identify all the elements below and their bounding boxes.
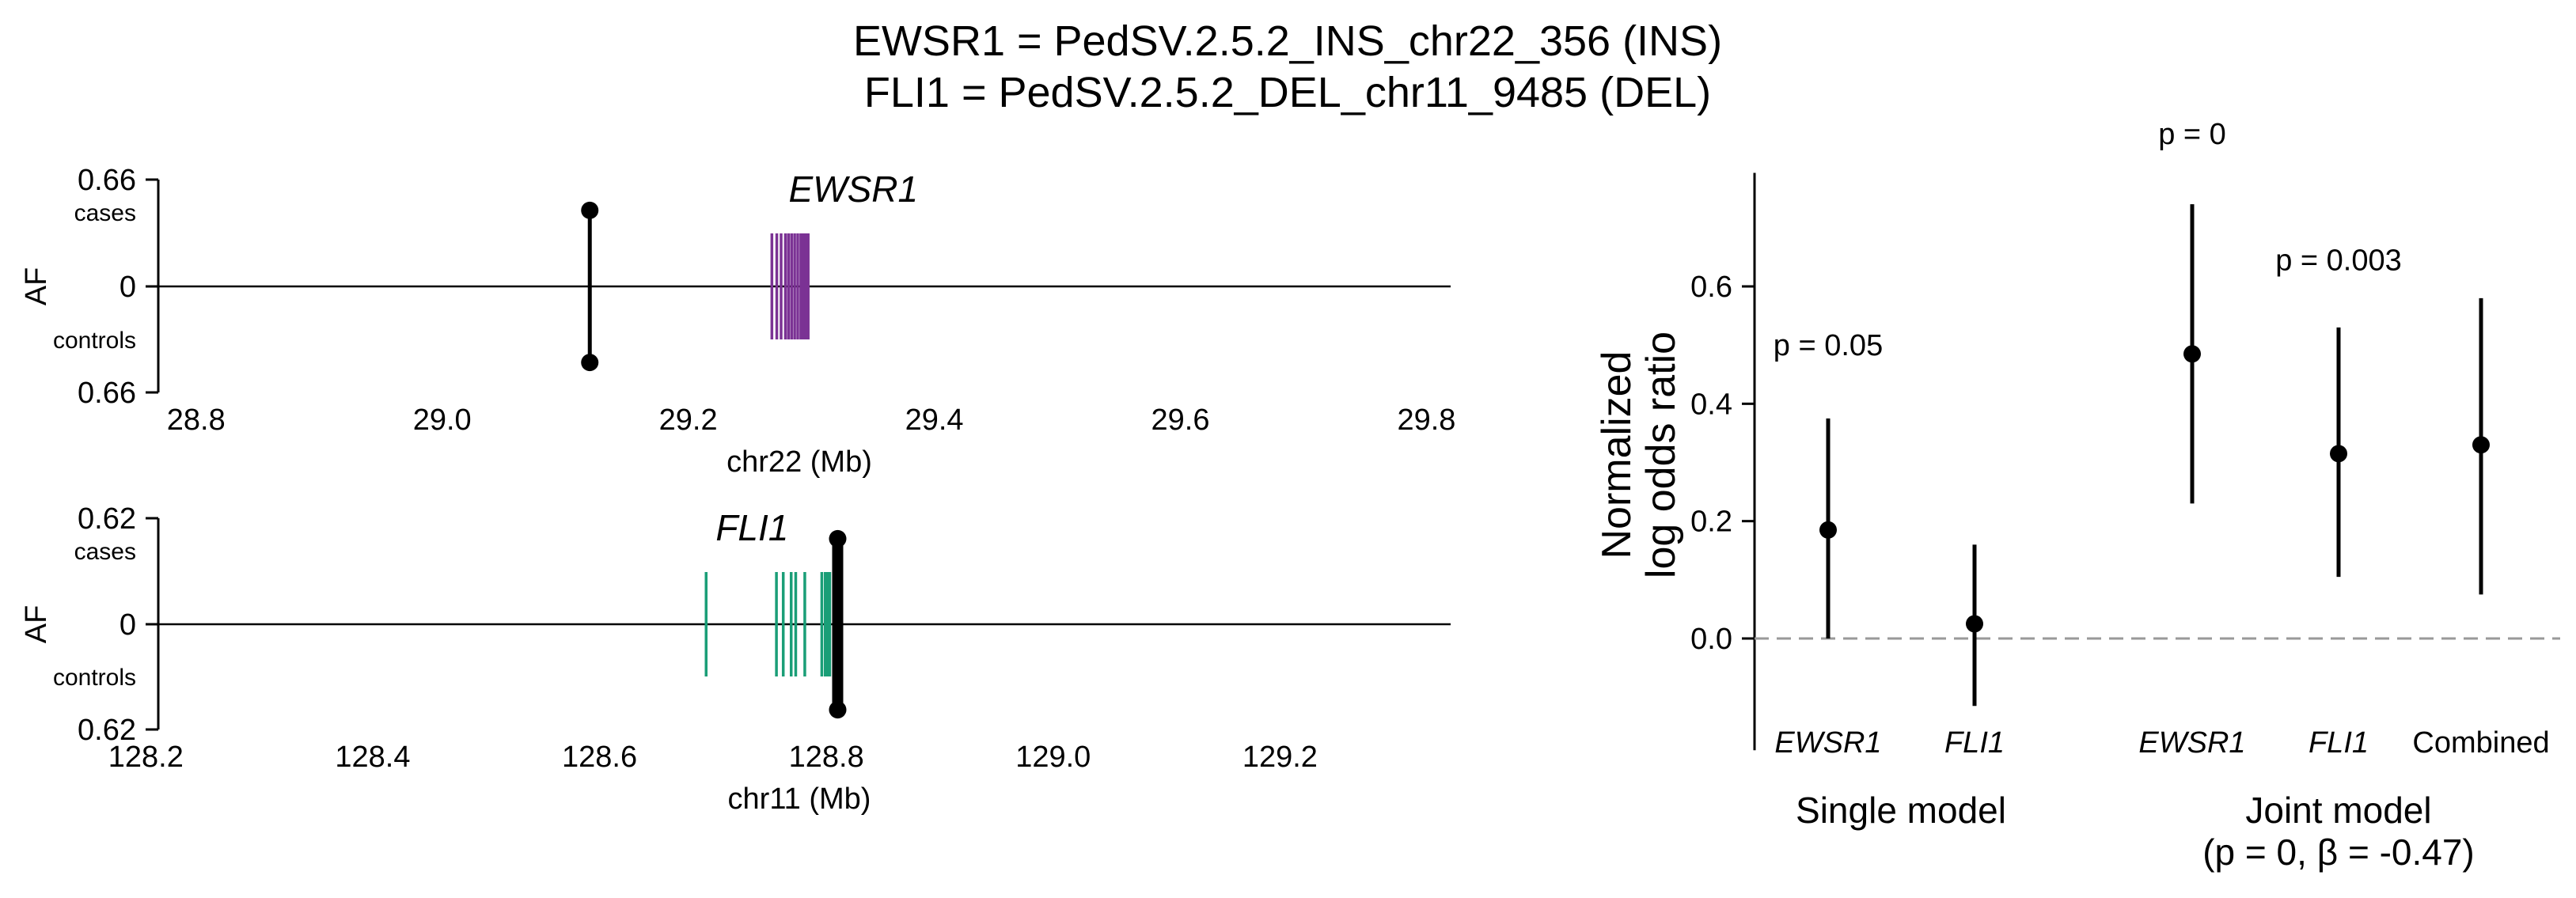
- x-tick-label: 128.4: [335, 741, 410, 774]
- x-axis-label: chr11 (Mb): [728, 782, 871, 816]
- cases-label: cases: [74, 539, 136, 565]
- x-tick-label: 29.2: [659, 404, 718, 437]
- y-axis-label: AF: [20, 605, 53, 644]
- y-tick-zero-label: 0: [120, 271, 136, 304]
- y-tick-label: 0.2: [1690, 506, 1732, 539]
- y-axis-label: AF: [20, 267, 53, 306]
- point-estimate: [2472, 436, 2490, 454]
- x-tick-label: 29.8: [1397, 404, 1455, 437]
- figure-title-line-2: FLI1 = PedSV.2.5.2_DEL_chr11_9485 (DEL): [864, 69, 1711, 116]
- p-value-label: p = 0: [2158, 118, 2226, 151]
- controls-label: controls: [53, 328, 136, 354]
- x-axis-label: chr22 (Mb): [727, 445, 872, 479]
- x-tick-label: 29.0: [413, 404, 472, 437]
- sv-controls-point: [581, 354, 599, 372]
- point-estimate: [2183, 345, 2201, 363]
- x-tick-label: 129.2: [1242, 741, 1318, 774]
- point-estimate: [1966, 615, 1983, 633]
- x-category-label: EWSR1: [2138, 726, 2245, 760]
- y-axis-label-line-2: log odds ratio: [1638, 332, 1684, 578]
- controls-label: controls: [53, 665, 136, 691]
- sv-cases-point: [829, 529, 847, 548]
- gene-label: FLI1: [715, 507, 788, 548]
- y-tick-label: 0.4: [1690, 388, 1732, 421]
- p-value-label: p = 0.05: [1774, 329, 1883, 362]
- y-tick-bottom-label: 0.66: [78, 377, 136, 410]
- x-category-label: Combined: [2412, 726, 2549, 760]
- sv-cases-point: [581, 201, 599, 219]
- x-tick-label: 128.2: [108, 741, 184, 774]
- x-tick-label: 128.6: [562, 741, 637, 774]
- gene-label: EWSR1: [788, 169, 918, 210]
- y-tick-top-label: 0.62: [78, 502, 136, 536]
- cases-label: cases: [74, 200, 136, 226]
- sv-controls-point: [829, 701, 847, 719]
- x-tick-label: 29.6: [1151, 404, 1210, 437]
- y-axis-label-line-1: Normalized: [1594, 351, 1640, 559]
- x-category-label: EWSR1: [1774, 726, 1881, 760]
- x-category-label: FLI1: [2309, 726, 2369, 760]
- group-sublabel: (p = 0, β = -0.47): [2202, 832, 2475, 873]
- point-estimate: [2330, 445, 2347, 463]
- figure-title-line-1: EWSR1 = PedSV.2.5.2_INS_chr22_356 (INS): [853, 17, 1722, 65]
- x-tick-label: 129.0: [1015, 741, 1091, 774]
- x-tick-label: 29.4: [905, 404, 964, 437]
- group-label: Joint model: [2245, 790, 2431, 831]
- y-tick-label: 0.0: [1690, 623, 1732, 656]
- p-value-label: p = 0.003: [2275, 244, 2402, 278]
- y-tick-top-label: 0.66: [78, 164, 136, 197]
- x-category-label: FLI1: [1944, 726, 2005, 760]
- x-tick-label: 128.8: [789, 741, 864, 774]
- y-tick-zero-label: 0: [120, 608, 136, 642]
- x-tick-label: 28.8: [167, 404, 226, 437]
- group-label: Single model: [1796, 790, 2006, 831]
- y-tick-label: 0.6: [1690, 271, 1732, 304]
- y-tick-bottom-label: 0.62: [78, 714, 136, 747]
- point-estimate: [1819, 521, 1837, 539]
